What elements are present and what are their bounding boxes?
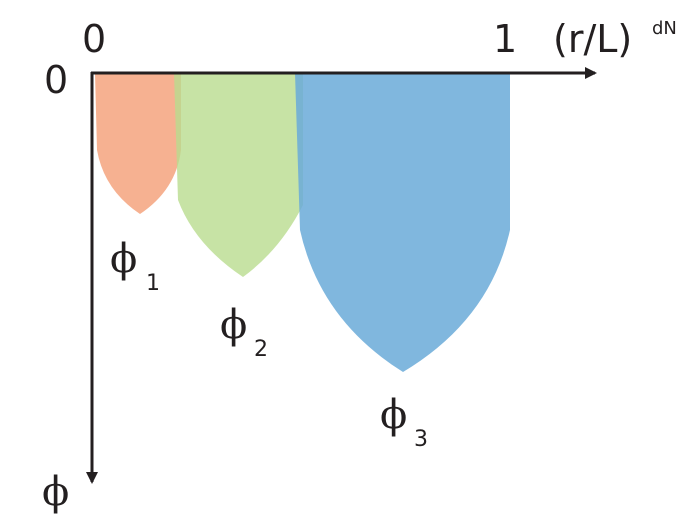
region-2-shape (174, 73, 303, 277)
region-2-symbol: ϕ (220, 302, 247, 348)
region-2-subscript: 2 (254, 337, 268, 362)
region-1-symbol: ϕ (110, 236, 137, 282)
y-origin-label: 0 (44, 58, 68, 102)
region-1-subscript: 1 (146, 271, 160, 296)
region-3-symbol: ϕ (380, 392, 407, 438)
region-3-shape (295, 73, 510, 372)
x-origin-label: 0 (82, 17, 106, 61)
region-3-subscript: 3 (414, 427, 428, 452)
x-axis-sup: dN (652, 18, 677, 39)
y-axis-label: ϕ (42, 469, 69, 515)
x-axis-label: (r/L) (553, 17, 632, 61)
region-1-shape (95, 73, 181, 214)
x-end-label: 1 (493, 17, 517, 61)
